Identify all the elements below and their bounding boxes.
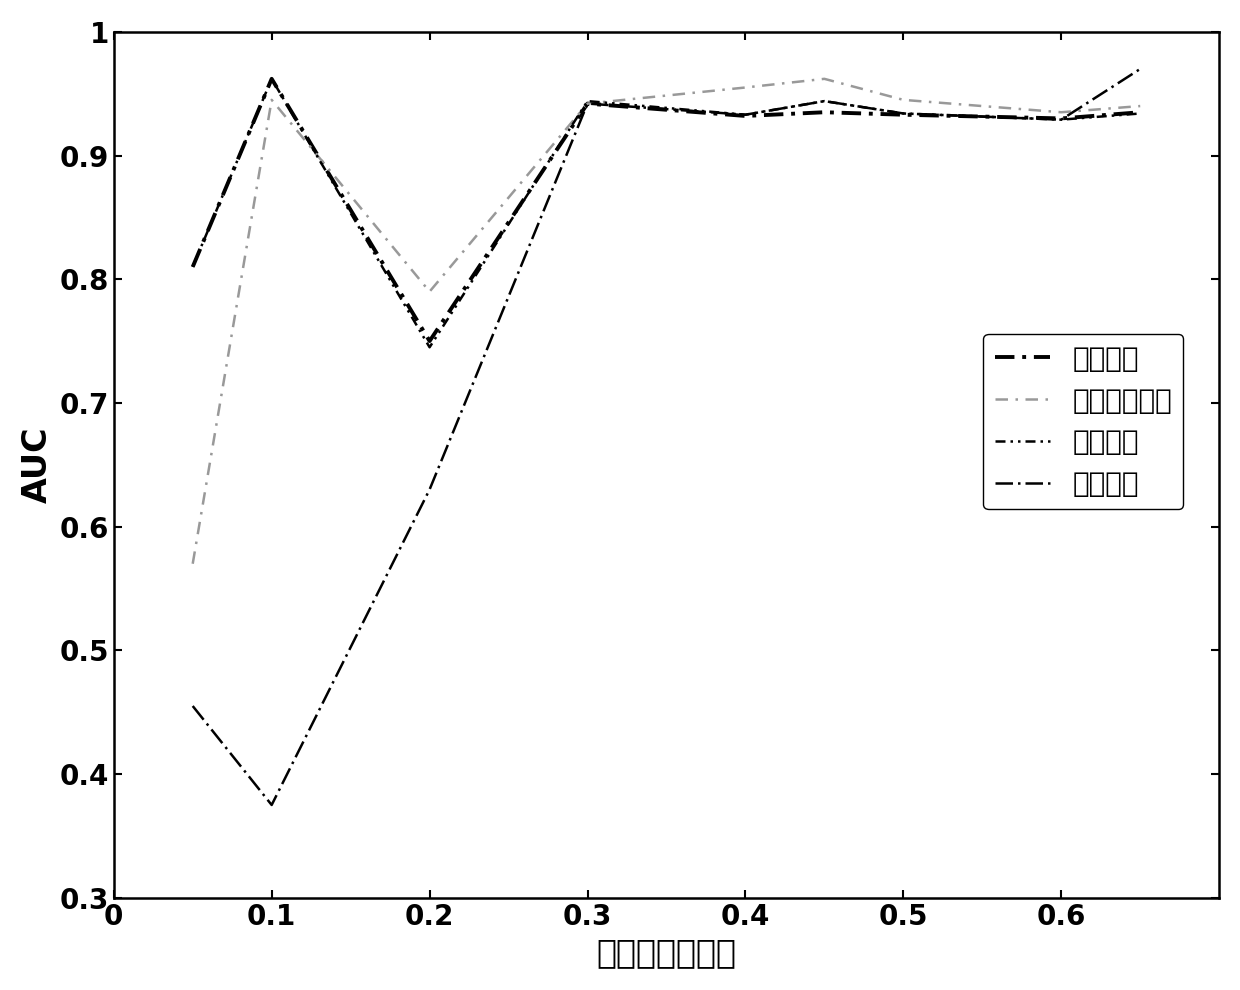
Line: 相关系数距离: 相关系数距离 (192, 79, 1141, 563)
欧式距离 (1133, 106, 1148, 118)
余弦距离 (895, 108, 910, 120)
余弦距离 (1133, 108, 1148, 120)
欧式距离 (895, 109, 910, 121)
相关系数距离 (895, 94, 910, 106)
欧式距离 (580, 98, 595, 110)
马氏距离 (580, 98, 595, 110)
Line: 马氏距离: 马氏距离 (192, 69, 1141, 805)
余弦距离 (264, 73, 279, 85)
欧式距离 (422, 336, 436, 347)
马氏距离 (895, 108, 910, 120)
欧式距离 (185, 261, 200, 273)
余弦距离 (817, 95, 832, 107)
相关系数距离 (580, 98, 595, 110)
相关系数距离 (1054, 106, 1069, 118)
Line: 欧式距离: 欧式距离 (192, 79, 1141, 342)
余弦距离 (185, 261, 200, 273)
欧式距离 (264, 73, 279, 85)
马氏距离 (738, 109, 753, 121)
欧式距离 (1054, 113, 1069, 125)
马氏距离 (1054, 114, 1069, 126)
相关系数距离 (817, 73, 832, 85)
马氏距离 (1133, 63, 1148, 75)
相关系数距离 (264, 94, 279, 106)
相关系数距离 (738, 81, 753, 93)
欧式距离 (738, 110, 753, 122)
余弦距离 (580, 95, 595, 107)
相关系数距离 (1133, 100, 1148, 112)
Y-axis label: AUC: AUC (21, 427, 53, 503)
马氏距离 (264, 799, 279, 811)
相关系数距离 (185, 557, 200, 569)
X-axis label: 故障后采样时间: 故障后采样时间 (596, 937, 737, 969)
马氏距离 (422, 483, 436, 495)
余弦距离 (738, 109, 753, 121)
Legend: 欧式距离, 相关系数距离, 余弦距离, 马氏距离: 欧式距离, 相关系数距离, 余弦距离, 马氏距离 (983, 334, 1183, 510)
Line: 余弦距离: 余弦距离 (192, 79, 1141, 347)
欧式距离 (817, 106, 832, 118)
相关系数距离 (422, 286, 436, 298)
余弦距离 (1054, 114, 1069, 126)
马氏距离 (185, 700, 200, 712)
余弦距离 (422, 342, 436, 353)
马氏距离 (817, 95, 832, 107)
